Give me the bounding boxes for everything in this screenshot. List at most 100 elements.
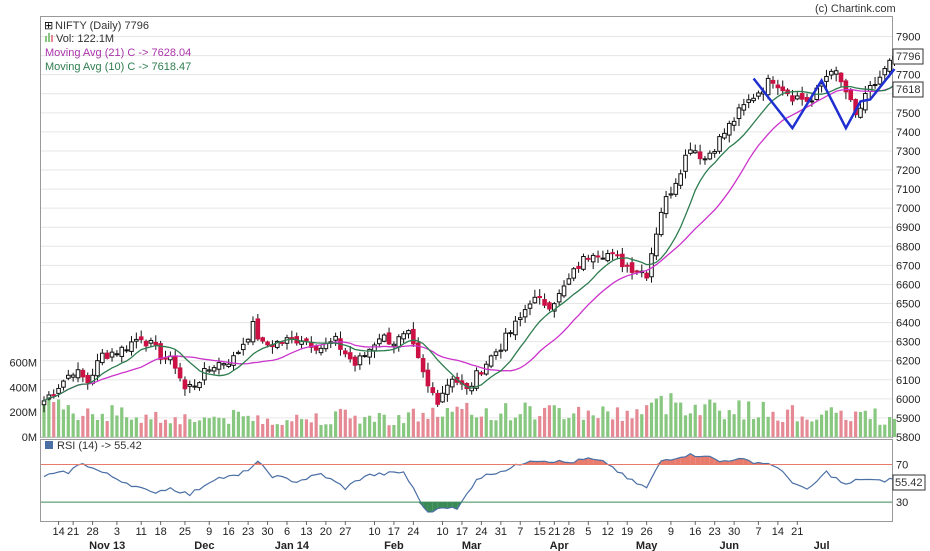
volume-bar-up [649, 402, 654, 437]
volume-bar-up [883, 424, 887, 437]
x-month-label: Jul [814, 540, 830, 551]
volume-bar-up [562, 419, 566, 437]
volume-bar-up [664, 414, 668, 437]
volume-bar-up [742, 419, 746, 437]
volume-bar-up [722, 419, 726, 437]
candle-up [100, 352, 105, 364]
rsi-axis: 30 70 [896, 460, 908, 510]
candle-up [391, 343, 397, 347]
volume-bar-up [824, 410, 829, 437]
volume-bar-down [280, 424, 284, 437]
candle-up [722, 132, 727, 139]
candle-down [352, 356, 358, 366]
volume-bar-up [674, 402, 678, 437]
legend-ma21-text: Moving Avg (21) C -> 7628.04 [45, 47, 191, 59]
volume-bar-up [402, 423, 406, 437]
volume-bar-down [538, 416, 542, 437]
volume-bar-up [222, 418, 226, 437]
volume-bar-up [717, 410, 722, 437]
candle-up [736, 107, 742, 120]
volume-bar-up [683, 415, 688, 437]
rsi-oversold-fill [432, 502, 438, 512]
candle-down [51, 394, 57, 397]
candle-up [731, 120, 737, 126]
candle-up [683, 154, 688, 172]
volume-bar-up [120, 407, 124, 437]
candle-down [255, 318, 261, 340]
volume-bar-up [581, 419, 586, 437]
legend-symbol: ⊞ NIFTY (Daily) 7796 [44, 19, 149, 32]
x-day-label: 10 [436, 526, 448, 538]
volume-bar-up [489, 420, 493, 437]
candle-up [498, 349, 504, 352]
volume-bar-up [334, 411, 338, 437]
candle-up [274, 340, 280, 348]
price-tick-label: 7400 [896, 127, 920, 139]
volume-bar-up [513, 417, 518, 437]
candle-up [692, 150, 698, 154]
candle-up [527, 303, 533, 309]
price-tick-label: 6100 [896, 375, 920, 387]
candle-up [712, 150, 717, 154]
candle-down [697, 151, 703, 160]
rsi-overbought-fill [539, 461, 545, 465]
volume-bar-up [810, 421, 814, 437]
x-day-label: 7 [517, 526, 523, 538]
volume-bar-up [892, 418, 897, 437]
candle-up [318, 347, 324, 354]
candle-up [795, 95, 800, 100]
volume-bar-down [309, 422, 313, 437]
candle-down [799, 93, 805, 100]
x-day-label: 19 [621, 526, 633, 538]
x-day-label: 24 [407, 526, 419, 538]
price-tick-label: 7000 [896, 203, 920, 215]
volume-bar-down [844, 419, 848, 437]
volume-bar-up [66, 405, 70, 437]
volume-bar-down [615, 407, 620, 437]
x-day-label: 30 [728, 526, 740, 538]
candle-down [265, 341, 270, 346]
rsi-badge: 55.42 [892, 474, 926, 491]
volume-tick-label: 400M [9, 382, 37, 394]
candle-up [134, 338, 139, 342]
x-day-label: 21 [67, 526, 79, 538]
legend-symbol-text: NIFTY (Daily) 7796 [55, 20, 149, 32]
rsi-overbought-fill [578, 459, 584, 465]
x-month-label: Feb [384, 540, 404, 551]
volume-bar-up [392, 424, 396, 437]
volume-bar-down [800, 416, 804, 437]
rsi-oversold-fill [427, 502, 433, 512]
volume-bar-up [236, 411, 240, 437]
candle-up [517, 317, 523, 321]
candle-up [552, 303, 557, 312]
volume-bar-down [698, 415, 702, 437]
candle-up [746, 99, 752, 103]
candle-down [435, 392, 440, 405]
candle-up [119, 346, 125, 357]
volume-bar-down [630, 418, 634, 437]
volume-bar-up [197, 420, 202, 437]
rsi-overbought-fill [738, 458, 744, 465]
volume-bar-up [212, 416, 216, 437]
candle-down [586, 257, 591, 260]
price-tick-label: 6000 [896, 394, 920, 406]
x-day-label: 11 [135, 526, 146, 538]
volume-bar-up [91, 414, 95, 437]
candle-up [114, 353, 120, 356]
candle-legend-icon: ⊞ [44, 19, 53, 32]
volume-bar-down [547, 405, 552, 437]
candle-up [513, 320, 518, 336]
volume-bar-up [207, 418, 211, 437]
x-day-label: 5 [585, 526, 591, 538]
volume-bar-up [168, 423, 172, 437]
price-badge-last: 7796 [892, 48, 924, 65]
price-tick-label: 6400 [896, 318, 920, 330]
volume-bar-up [868, 419, 872, 437]
candle-down [624, 264, 630, 267]
candle-down [304, 338, 309, 342]
candle-up [148, 339, 154, 344]
candle-up [566, 278, 572, 285]
x-day-label: 31 [495, 526, 507, 538]
x-day-label: 25 [179, 526, 191, 538]
candle-up [751, 97, 756, 102]
